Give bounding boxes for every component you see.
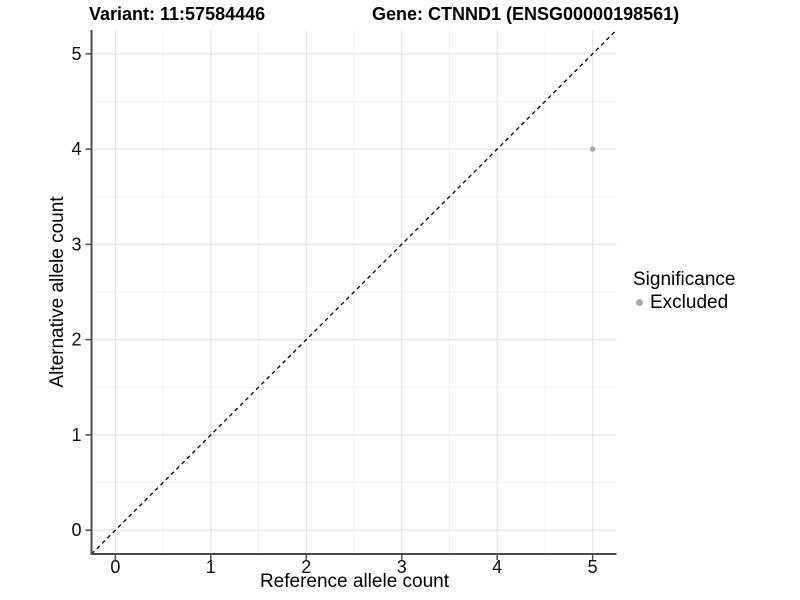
y-tick-label: 2	[71, 330, 81, 350]
legend-title: Significance	[633, 269, 736, 290]
y-axis-title: Alternative allele count	[47, 196, 68, 388]
legend-point-swatch	[636, 299, 643, 306]
legend-item-excluded: Excluded	[633, 291, 735, 314]
x-tick-label: 5	[588, 557, 598, 577]
y-tick-label: 5	[71, 44, 81, 64]
x-tick-label: 3	[397, 557, 407, 577]
legend: Significance Excluded	[633, 268, 735, 314]
y-tick-label: 3	[71, 234, 81, 254]
x-tick-label: 0	[110, 557, 120, 577]
x-tick-label: 1	[206, 557, 216, 577]
y-tick-label: 0	[71, 520, 81, 540]
gene-title: Gene: CTNND1 (ENSG00000198561)	[372, 4, 680, 24]
x-axis-title: Reference allele count	[259, 571, 450, 592]
y-tick-label: 1	[71, 425, 81, 445]
y-tick-label: 4	[71, 139, 81, 159]
variant-title: Variant: 11:57584446	[89, 4, 266, 24]
x-tick-label: 4	[492, 557, 502, 577]
legend-item-label: Excluded	[650, 292, 729, 313]
data-point	[589, 146, 596, 152]
x-tick-label: 2	[301, 557, 311, 577]
